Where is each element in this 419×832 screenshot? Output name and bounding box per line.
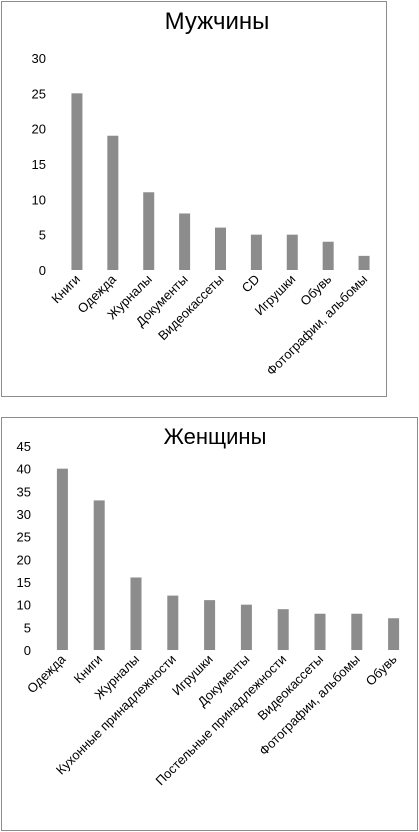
bar-chart-men: Мужчины051015202530КнигиОдеждаЖурналыДок…: [32, 8, 371, 378]
bar: [107, 135, 119, 270]
y-tick-label: 35: [17, 484, 31, 499]
bar: [93, 500, 105, 650]
bar: [277, 609, 289, 650]
y-tick-label: 0: [39, 263, 46, 278]
bar: [56, 468, 68, 650]
y-tick-label: 25: [17, 530, 31, 545]
chart-title-women: Женщины: [164, 424, 267, 449]
bar: [240, 604, 252, 650]
bar: [167, 595, 179, 650]
y-tick-label: 5: [24, 620, 31, 635]
bar: [358, 255, 370, 270]
bar: [286, 234, 298, 270]
bar: [130, 577, 142, 650]
bar: [351, 613, 363, 650]
bar: [71, 93, 83, 270]
y-tick-label: 10: [32, 192, 46, 207]
y-tick-label: 20: [17, 552, 31, 567]
bar: [179, 213, 191, 270]
y-tick-label: 10: [17, 598, 31, 613]
x-category-label: Видеокассеты: [155, 272, 227, 344]
bar: [143, 192, 155, 270]
y-tick-label: 20: [32, 122, 46, 137]
chart-panel-men: Мужчины 0 5 10 15 20 25 30 Книги Одежда Журналы Док…: [1, 1, 387, 397]
bar: [250, 234, 262, 270]
y-tick-label: 0: [24, 643, 31, 658]
bar: [322, 241, 334, 270]
bar: [314, 613, 326, 650]
bar: [388, 618, 400, 650]
x-category-label: Обувь: [363, 651, 400, 688]
y-tick-label: 15: [32, 157, 46, 172]
y-tick-label: 30: [32, 51, 46, 66]
bar: [215, 227, 226, 270]
chart-title-men: Мужчины: [165, 8, 270, 35]
x-category-label: CD: [239, 272, 263, 296]
y-tick-label: 40: [17, 462, 31, 477]
y-tick-label: 45: [17, 439, 31, 454]
y-tick-label: 15: [17, 575, 31, 590]
y-tick-label: 25: [32, 86, 46, 101]
bar: [204, 600, 216, 650]
x-category-label: Книги: [71, 652, 106, 687]
y-tick-label: 5: [39, 228, 46, 243]
chart-panel-women: Женщины 0 5 10 15 20 25 30 35 40 45 Одежда Книги Журн…: [1, 417, 418, 831]
y-tick-label: 30: [17, 507, 31, 522]
